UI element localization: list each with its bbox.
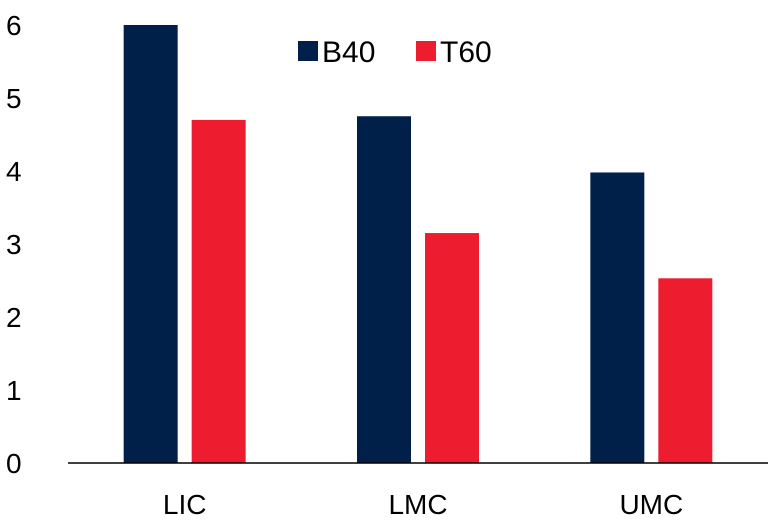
bar-t60-umc: [658, 278, 713, 463]
y-tick-label: 0: [6, 448, 22, 479]
x-category-label: LMC: [388, 489, 447, 520]
legend-label-t60: T60: [440, 36, 492, 69]
y-tick-label: 2: [6, 302, 22, 333]
y-tick-label: 3: [6, 229, 22, 260]
x-axis-labels: LIC LMC UMC: [163, 489, 683, 520]
legend-swatch-b40: [298, 41, 318, 61]
y-axis-ticks: 0 1 2 3 4 5 6: [6, 10, 22, 479]
legend-swatch-t60: [416, 41, 436, 61]
x-category-label: UMC: [619, 489, 683, 520]
legend: B40 T60: [298, 36, 492, 69]
bar-b40-lmc: [357, 116, 411, 463]
legend-label-b40: B40: [322, 36, 375, 69]
y-tick-label: 5: [6, 83, 22, 114]
y-tick-label: 1: [6, 375, 22, 406]
bar-t60-lmc: [425, 233, 479, 463]
bar-b40-umc: [590, 172, 645, 463]
bar-b40-lic: [123, 25, 178, 463]
bars: [123, 25, 713, 464]
bar-t60-lic: [191, 119, 246, 464]
x-category-label: LIC: [163, 489, 207, 520]
y-tick-label: 6: [6, 10, 22, 41]
y-tick-label: 4: [6, 156, 22, 187]
